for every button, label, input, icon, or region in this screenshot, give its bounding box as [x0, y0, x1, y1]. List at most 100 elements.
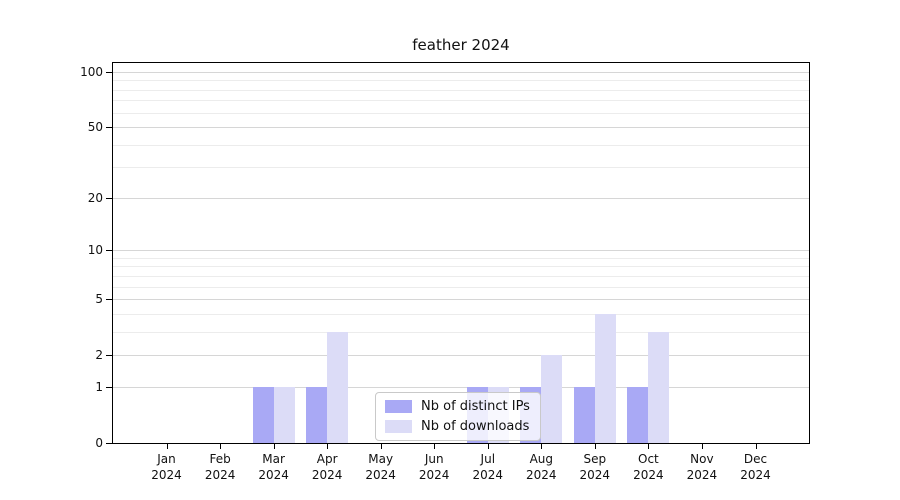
x-tick-label-month: Feb [209, 452, 231, 466]
x-tick [755, 444, 757, 449]
x-tick [434, 444, 436, 449]
x-tick [487, 444, 489, 449]
minor-gridline [113, 89, 809, 91]
x-tick-label: Nov 2024 [674, 451, 730, 483]
x-tick [327, 444, 329, 449]
y-tick [106, 198, 112, 200]
x-tick [273, 444, 275, 449]
plot-area: Nb of distinct IPs Nb of downloads [112, 62, 810, 444]
y-tick-label: 2 [95, 347, 103, 362]
x-tick-label: Jun 2024 [406, 451, 462, 483]
major-gridline [113, 126, 809, 128]
minor-gridline [113, 144, 809, 146]
bar-distinct-ips-sep [573, 387, 595, 443]
x-tick-label-month: Nov [690, 452, 714, 466]
x-tick [648, 444, 650, 449]
chart-title: feather 2024 [412, 36, 510, 54]
x-tick-label: Apr 2024 [299, 451, 355, 483]
x-tick [594, 444, 596, 449]
legend-swatch-distinct-ips [385, 400, 412, 413]
major-gridline [113, 198, 809, 200]
x-tick-label-month: Jun [424, 452, 444, 466]
x-tick-label-year: 2024 [579, 468, 611, 482]
x-tick-label: Jan 2024 [139, 451, 195, 483]
x-tick-label-month: Aug [529, 452, 554, 466]
x-tick-label-year: 2024 [258, 468, 289, 482]
major-gridline [113, 299, 809, 300]
minor-gridline [113, 331, 809, 333]
bar-distinct-ips-apr [306, 387, 328, 443]
bar-downloads-mar [273, 387, 295, 443]
x-tick-label-month: Mar [262, 452, 285, 466]
major-gridline [113, 387, 809, 389]
y-tick [106, 72, 112, 73]
bar-downloads-aug [541, 354, 563, 443]
x-tick-label-year: 2024 [633, 468, 664, 482]
y-tick-label: 10 [87, 243, 103, 258]
bar-downloads-apr [327, 331, 349, 443]
legend-label-downloads: Nb of downloads [421, 419, 530, 434]
x-tick [220, 444, 222, 449]
x-tick [380, 444, 382, 449]
x-tick-label: Dec 2024 [728, 451, 784, 483]
minor-gridline [113, 167, 809, 168]
legend-label-distinct-ips: Nb of distinct IPs [421, 399, 530, 414]
bar-distinct-ips-mar [252, 387, 274, 443]
x-tick-label-month: Oct [638, 452, 659, 466]
x-tick-label-month: Sep [583, 452, 607, 466]
y-tick [106, 299, 112, 300]
x-tick-label-year: 2024 [204, 468, 236, 482]
legend: Nb of distinct IPs Nb of downloads [375, 392, 541, 441]
x-tick-label: Feb 2024 [192, 451, 248, 483]
y-tick [106, 126, 112, 128]
y-tick-label: 0 [95, 436, 103, 450]
x-tick-label-month: Jan [157, 452, 176, 466]
y-tick [106, 354, 112, 356]
major-gridline [113, 354, 809, 356]
x-tick-label-year: 2024 [311, 468, 343, 482]
y-tick-label: 100 [80, 65, 103, 79]
bar-downloads-sep [594, 313, 616, 443]
x-tick-label: Mar 2024 [246, 451, 302, 483]
y-tick-label: 50 [87, 119, 103, 134]
y-tick-label: 5 [95, 292, 103, 306]
x-tick-label-year: 2024 [740, 468, 771, 482]
x-tick-label: May 2024 [353, 451, 409, 483]
legend-swatch-downloads [385, 420, 412, 433]
x-tick [166, 444, 168, 449]
minor-gridline [113, 80, 809, 82]
major-gridline [113, 250, 809, 252]
minor-gridline [113, 313, 809, 315]
x-tick [701, 444, 703, 449]
x-tick-label-year: 2024 [526, 468, 557, 482]
y-tick-label: 20 [87, 191, 103, 206]
x-tick-label: Oct 2024 [620, 451, 676, 483]
x-tick-label: Jul 2024 [460, 451, 516, 483]
x-tick-label-year: 2024 [365, 468, 396, 482]
x-tick-label-month: Apr [316, 452, 338, 466]
x-tick-label: Sep 2024 [567, 451, 623, 483]
x-tick-label-year: 2024 [151, 468, 182, 482]
major-gridline [113, 72, 809, 73]
x-tick-label-month: Jul [480, 452, 496, 466]
minor-gridline [113, 257, 809, 259]
bar-distinct-ips-oct [627, 387, 649, 443]
bar-downloads-oct [648, 331, 670, 443]
y-tick-label: 1 [95, 380, 103, 395]
minor-gridline [113, 112, 809, 114]
legend-item-downloads: Nb of downloads [385, 419, 530, 434]
minor-gridline [113, 275, 809, 277]
x-tick-label: Aug 2024 [513, 451, 569, 483]
minor-gridline [113, 100, 809, 102]
x-tick-label-month: Dec [743, 452, 768, 466]
y-tick [106, 250, 112, 252]
y-tick [106, 387, 112, 389]
x-tick-label-year: 2024 [472, 468, 504, 482]
x-tick-label-month: May [368, 452, 394, 466]
x-tick-label-year: 2024 [418, 468, 450, 482]
minor-gridline [113, 266, 809, 268]
y-tick [106, 443, 112, 444]
x-tick [541, 444, 543, 449]
legend-item-distinct-ips: Nb of distinct IPs [385, 399, 530, 414]
